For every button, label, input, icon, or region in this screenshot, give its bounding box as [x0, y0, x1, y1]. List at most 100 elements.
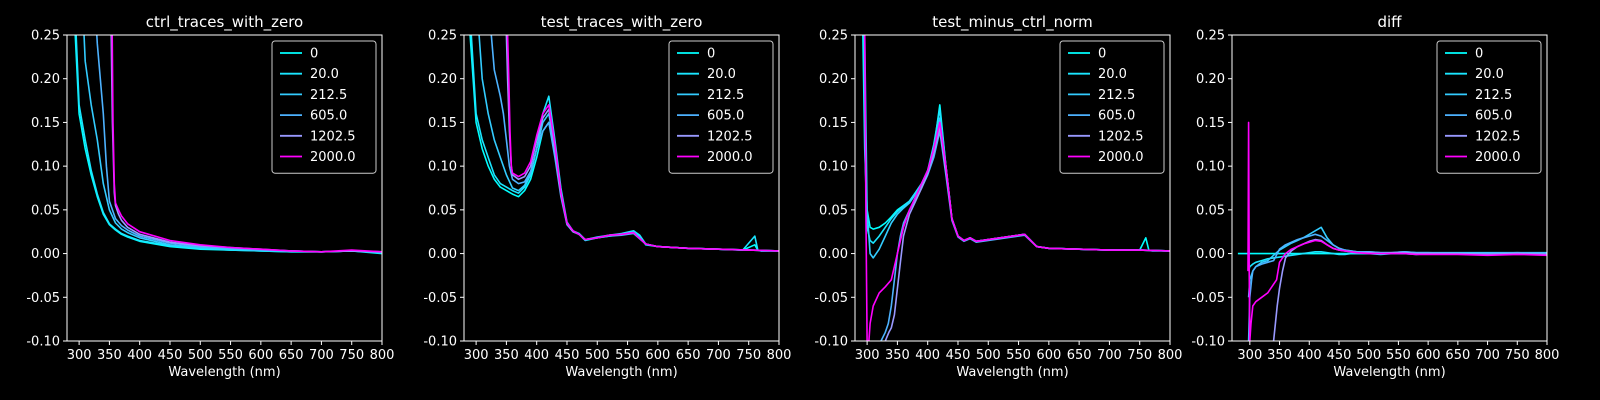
x-tick-label: 350 — [97, 348, 122, 363]
series-group — [74, 35, 382, 255]
x-axis-label: Wavelength (nm) — [956, 365, 1068, 380]
x-tick-label: 550 — [218, 348, 243, 363]
y-tick-label: 0.00 — [31, 247, 60, 262]
axes-frame — [1231, 34, 1548, 342]
legend-entry: 20.0 — [1098, 67, 1127, 82]
legend-entry: 212.5 — [1475, 88, 1512, 103]
x-tick-label: 750 — [339, 348, 364, 363]
y-tick-label: 0.00 — [819, 247, 848, 262]
legend: 0 20.0 212.5 605.0 1202.5 2000.0 — [1436, 40, 1542, 174]
x-tick-label: 750 — [736, 348, 761, 363]
x-tick-label: 500 — [188, 348, 213, 363]
x-tick-label: 350 — [494, 348, 519, 363]
chart-panel-2: -0.10 -0.05 0.00 0.05 0.10 0.15 0.20 0.25 300 350… — [814, 13, 1182, 380]
chart-title: test_minus_ctrl_norm — [932, 13, 1093, 32]
y-tick-label: -0.05 — [26, 291, 60, 306]
x-tick-label: 550 — [1006, 348, 1031, 363]
legend-entry: 0 — [707, 47, 715, 62]
x-tick-label: 600 — [248, 348, 273, 363]
x-tick-label: 700 — [309, 348, 334, 363]
legend: 0 20.0 212.5 605.0 1202.5 2000.0 — [1059, 40, 1165, 174]
y-tick-label: 0.15 — [1196, 116, 1225, 131]
x-tick-label: 400 — [524, 348, 549, 363]
chart-panel-1: -0.10 -0.05 0.00 0.05 0.10 0.15 0.20 0.25 300 350… — [423, 13, 791, 380]
series-line-5 — [111, 35, 382, 253]
legend-entry: 1202.5 — [707, 129, 753, 144]
legend-entry: 605.0 — [1475, 109, 1512, 124]
x-tick-label: 700 — [1475, 348, 1500, 363]
y-tick-label: -0.05 — [423, 291, 457, 306]
legend-entry: 20.0 — [310, 67, 339, 82]
x-tick-label: 800 — [370, 348, 395, 363]
series-line-5 — [863, 35, 1170, 341]
x-tick-label: 500 — [976, 348, 1001, 363]
y-tick-label: 0.10 — [1196, 160, 1225, 175]
x-tick-label: 600 — [645, 348, 670, 363]
x-axis-label: Wavelength (nm) — [168, 365, 280, 380]
y-tick-label: 0.10 — [428, 160, 457, 175]
legend-entry: 2000.0 — [1098, 150, 1144, 165]
x-tick-label: 650 — [1067, 348, 1092, 363]
y-tick-label: -0.10 — [26, 335, 60, 350]
x-tick-label: 350 — [885, 348, 910, 363]
series-line-1 — [75, 35, 382, 254]
legend-entry: 20.0 — [1475, 67, 1504, 82]
chart-title: test_traces_with_zero — [541, 13, 703, 32]
x-tick-label: 600 — [1036, 348, 1061, 363]
y-tick-label: 0.00 — [428, 247, 457, 262]
legend-entry: 212.5 — [1098, 88, 1135, 103]
y-tick-label: 0.00 — [1196, 247, 1225, 262]
legend-entry: 2000.0 — [310, 150, 356, 165]
y-tick-label: 0.10 — [31, 160, 60, 175]
legend-entry: 212.5 — [310, 88, 347, 103]
x-tick-label: 750 — [1127, 348, 1152, 363]
legend-entry: 1202.5 — [1098, 129, 1144, 144]
x-tick-label: 450 — [1327, 348, 1352, 363]
legend-entry: 0 — [310, 47, 318, 62]
chart-panel-3: -0.10 -0.05 0.00 0.05 0.10 0.15 0.20 0.25 300 350… — [1191, 13, 1559, 380]
y-tick-label: -0.10 — [814, 335, 848, 350]
y-tick-label: 0.15 — [819, 116, 848, 131]
y-tick-label: 0.25 — [819, 29, 848, 44]
axes-frame — [463, 34, 780, 342]
series-group — [1237, 121, 1547, 341]
x-tick-label: 600 — [1416, 348, 1441, 363]
y-tick-label: 0.15 — [428, 116, 457, 131]
legend: 0 20.0 212.5 605.0 1202.5 2000.0 — [271, 40, 377, 174]
x-axis-label: Wavelength (nm) — [1333, 365, 1445, 380]
x-tick-label: 300 — [855, 348, 880, 363]
x-tick-label: 450 — [946, 348, 971, 363]
y-tick-label: 0.05 — [428, 203, 457, 218]
x-tick-label: 650 — [676, 348, 701, 363]
legend-entry: 0 — [1475, 47, 1483, 62]
x-tick-label: 650 — [279, 348, 304, 363]
legend-entry: 2000.0 — [707, 150, 753, 165]
y-tick-label: 0.20 — [31, 72, 60, 87]
legend-entry: 212.5 — [707, 88, 744, 103]
y-tick-label: -0.05 — [814, 291, 848, 306]
y-tick-label: 0.25 — [428, 29, 457, 44]
x-tick-label: 700 — [1097, 348, 1122, 363]
y-tick-label: 0.05 — [819, 203, 848, 218]
series-group — [469, 35, 779, 252]
y-tick-label: -0.10 — [423, 335, 457, 350]
x-axis-label: Wavelength (nm) — [565, 365, 677, 380]
x-tick-label: 800 — [767, 348, 792, 363]
y-tick-label: 0.20 — [1196, 72, 1225, 87]
legend-entry: 20.0 — [707, 67, 736, 82]
x-tick-label: 300 — [464, 348, 489, 363]
y-tick-label: 0.20 — [428, 72, 457, 87]
legend: 0 20.0 212.5 605.0 1202.5 2000.0 — [668, 40, 774, 174]
y-tick-label: 0.05 — [1196, 203, 1225, 218]
x-tick-label: 400 — [915, 348, 940, 363]
series-line-3 — [1247, 233, 1547, 341]
legend-entry: 1202.5 — [1475, 129, 1521, 144]
x-tick-label: 650 — [1445, 348, 1470, 363]
legend-entry: 605.0 — [1098, 109, 1135, 124]
x-tick-label: 400 — [127, 348, 152, 363]
x-tick-label: 400 — [1297, 348, 1322, 363]
legend-entry: 605.0 — [310, 109, 347, 124]
y-tick-label: 0.15 — [31, 116, 60, 131]
y-tick-label: -0.05 — [1191, 291, 1225, 306]
